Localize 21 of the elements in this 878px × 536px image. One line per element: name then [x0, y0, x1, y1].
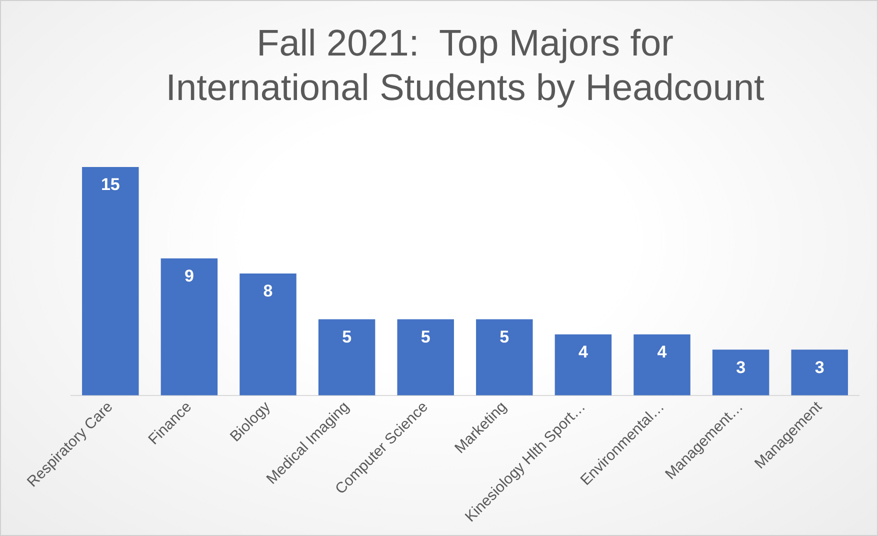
bar: [160, 258, 218, 396]
data-label: 4: [578, 342, 588, 362]
data-label: 3: [736, 358, 746, 377]
data-label: 5: [500, 327, 510, 346]
bar: [791, 350, 848, 396]
bar: [554, 334, 612, 396]
data-label: 15: [100, 175, 120, 194]
data-label: 9: [184, 266, 194, 286]
data-label: 5: [342, 327, 352, 346]
bar: [712, 350, 770, 396]
chart-title: Fall 2021: Top Majors for International Students by Headcount: [166, 22, 766, 108]
bar: [634, 334, 690, 396]
data-label: 3: [814, 358, 824, 377]
bar: [397, 319, 454, 396]
data-label: 5: [420, 327, 430, 346]
data-label: 4: [657, 342, 668, 362]
data-label: 8: [263, 282, 273, 301]
bar: [240, 274, 296, 396]
bar: [476, 319, 533, 396]
bar: [318, 319, 376, 396]
bar: [82, 167, 139, 396]
